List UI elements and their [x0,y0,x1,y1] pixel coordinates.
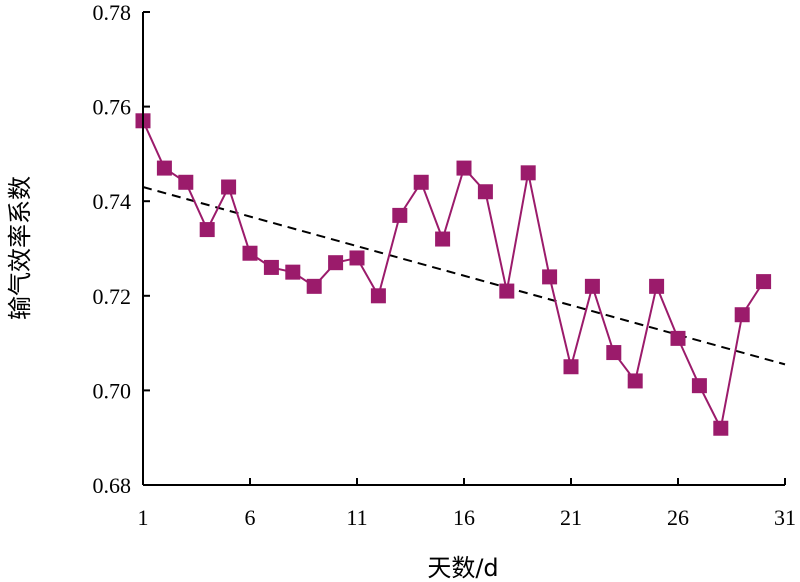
y-tick-label: 0.76 [93,95,132,120]
data-point [563,359,579,375]
series-line [142,120,765,432]
x-tick-label: 1 [138,505,149,530]
data-point [285,264,301,280]
data-point [734,307,750,323]
data-point [413,174,429,190]
x-tick-label: 6 [245,505,256,530]
y-ticks: 0.68 0.70 0.72 0.74 0.76 0.78 [93,0,150,498]
x-tick-label: 11 [346,505,367,530]
data-point [156,160,172,176]
data-point [499,283,515,299]
x-tick-label: 31 [774,505,796,530]
y-axis-title: 输气效率系数 [6,176,34,320]
data-point [756,274,772,290]
data-point [263,259,279,275]
data-point [221,179,237,195]
data-point [178,174,194,190]
y-tick-label: 0.68 [93,473,132,498]
y-tick-label: 0.74 [93,189,132,214]
x-ticks: 1 6 11 16 21 26 31 [138,478,796,530]
data-point [627,373,643,389]
data-point [584,278,600,294]
y-tick-label: 0.72 [93,284,132,309]
data-point [242,245,258,261]
axes: 0.680.700.720.740.760.78 1 6 11 16 21 26 31 [93,0,797,530]
data-point [456,160,472,176]
y-tick-label: 0.70 [93,378,132,403]
data-point [477,184,493,200]
plot-area [135,113,786,436]
x-axis-title: 天数/d [427,554,498,582]
data-point [713,420,729,436]
x-tick-label: 16 [453,505,475,530]
x-tick-label: 26 [667,505,689,530]
data-point [349,250,365,266]
data-point [392,207,408,223]
data-point [306,278,322,294]
data-point [199,222,215,238]
data-point [670,330,686,346]
trendline [142,186,786,366]
data-point [328,255,344,271]
data-point [649,278,665,294]
data-point [542,269,558,285]
y-tick-label: 0.78 [93,0,132,25]
data-point [691,378,707,394]
data-point [520,165,536,181]
x-tick-label: 21 [560,505,582,530]
data-point [435,231,451,247]
data-point [606,345,622,361]
data-point [370,288,386,304]
